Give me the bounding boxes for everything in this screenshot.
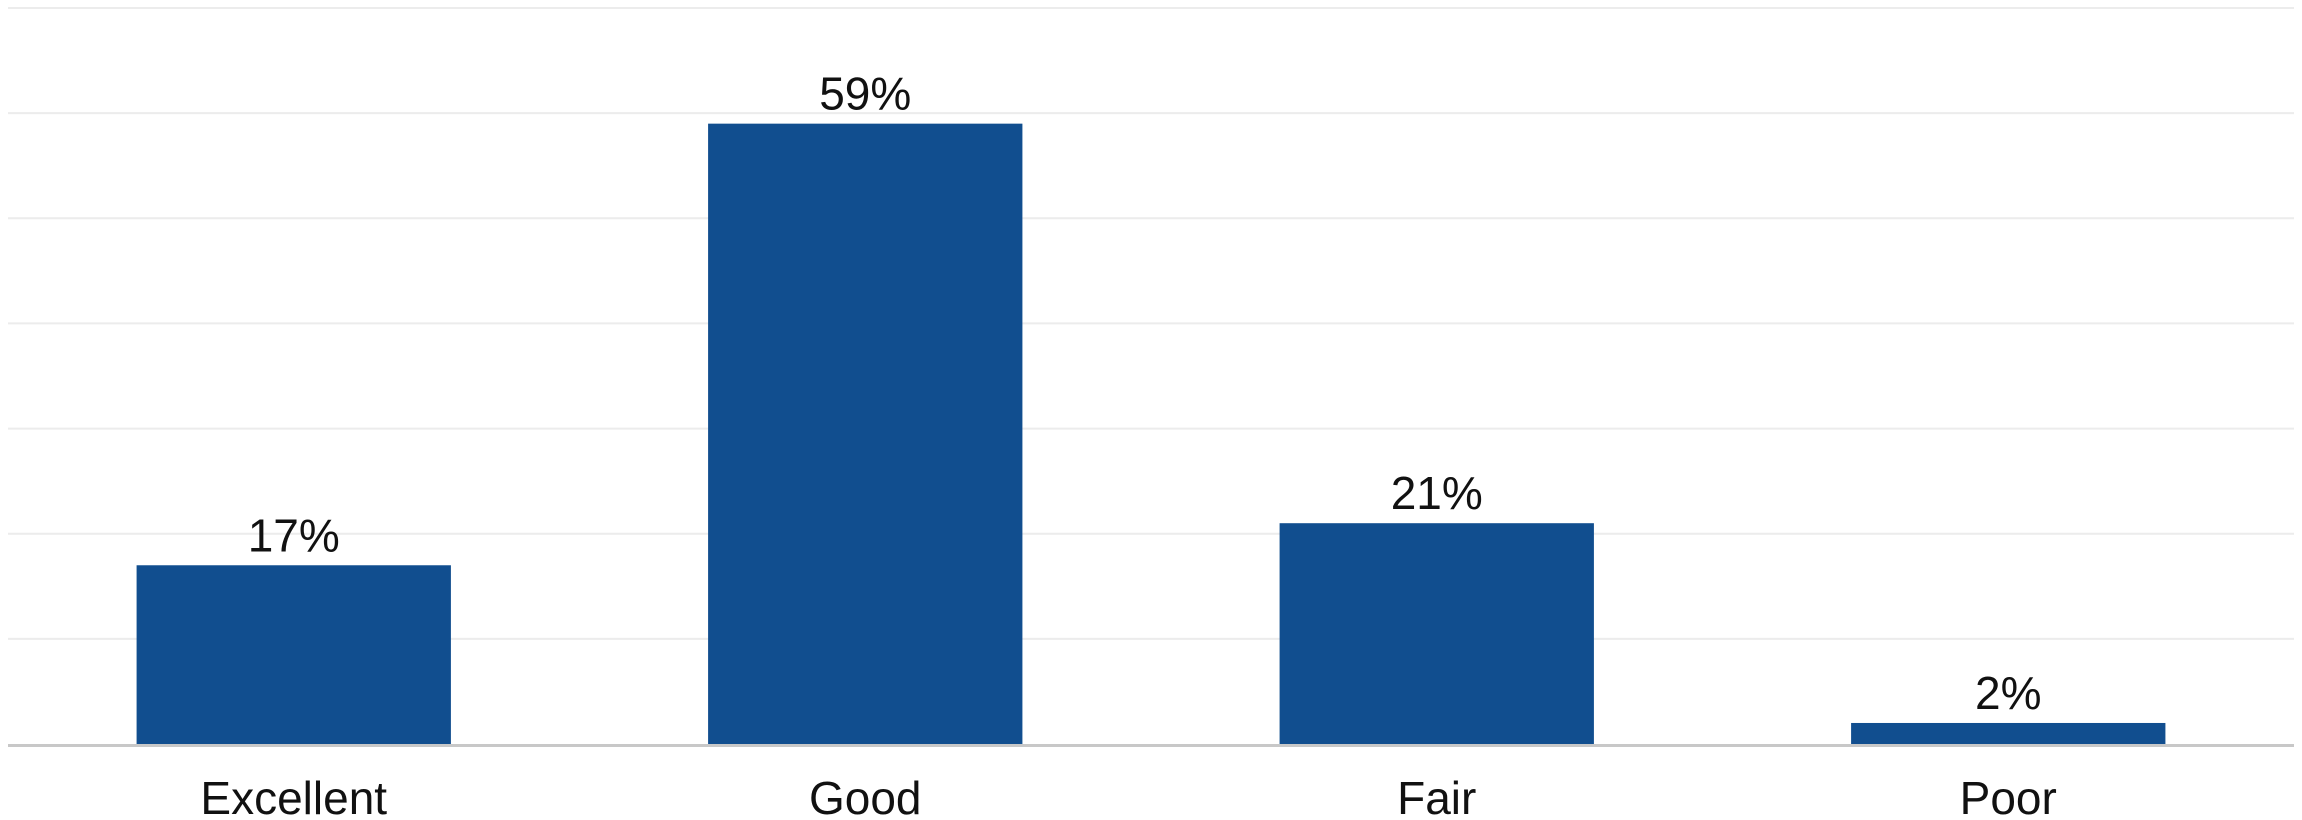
bar-excellent [136, 565, 451, 744]
data-label-good: 59% [819, 68, 911, 120]
bar-fair [1279, 523, 1594, 744]
tick-label-excellent: Excellent [200, 772, 387, 820]
bars [136, 123, 2166, 744]
data-label-excellent: 17% [248, 509, 340, 561]
x-axis-tick-labels: Excellent Good Fair Poor [200, 772, 2056, 820]
gridlines [8, 7, 2294, 640]
bar-good [708, 123, 1023, 744]
data-label-fair: 21% [1391, 467, 1483, 519]
data-label-poor: 2% [1975, 667, 2041, 719]
bar-poor [1851, 722, 2166, 744]
tick-label-good: Good [809, 772, 922, 820]
tick-label-fair: Fair [1397, 772, 1476, 820]
data-labels: 17% 59% 21% 2% [248, 68, 2042, 719]
tick-label-poor: Poor [1960, 772, 2057, 820]
